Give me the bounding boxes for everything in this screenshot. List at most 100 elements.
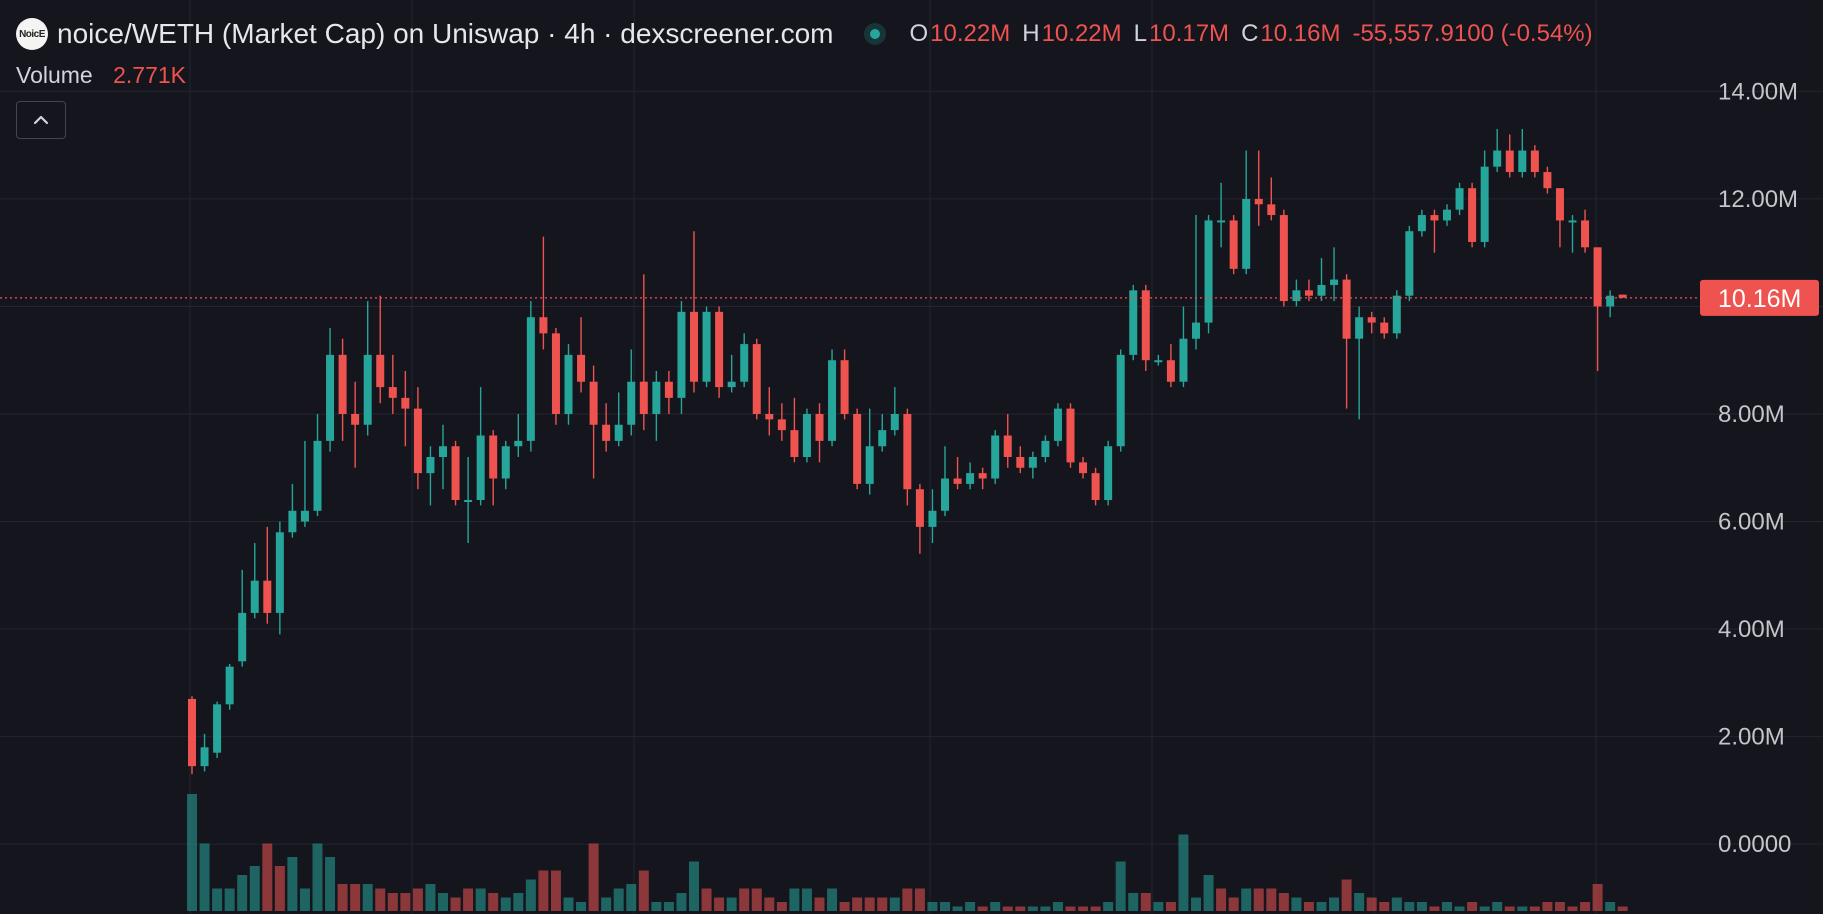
volume-bar bbox=[1341, 879, 1352, 911]
volume-bar bbox=[1065, 906, 1076, 911]
volume-bar bbox=[1429, 906, 1440, 911]
volume-bar bbox=[1015, 906, 1026, 911]
volume-bar bbox=[1216, 888, 1227, 911]
candle-body bbox=[664, 381, 673, 398]
candle-body bbox=[300, 510, 309, 522]
candle-body bbox=[1555, 188, 1564, 221]
volume-bar bbox=[1442, 902, 1452, 911]
candle-body bbox=[1342, 279, 1351, 339]
volume-bar bbox=[1354, 893, 1365, 911]
candle-body bbox=[1066, 408, 1075, 463]
open-label: O bbox=[909, 20, 929, 47]
volume-bar bbox=[1090, 906, 1101, 911]
volume-bar bbox=[751, 888, 762, 911]
chart-header: NoicE noice/WETH (Market Cap) on Uniswap… bbox=[16, 16, 1593, 52]
candle-body bbox=[727, 381, 736, 388]
volume-bar bbox=[726, 897, 737, 911]
volume-bar bbox=[626, 884, 637, 911]
candle-body bbox=[1493, 150, 1502, 167]
candle-body bbox=[1154, 360, 1163, 363]
candle-body bbox=[1041, 440, 1050, 457]
candle-body bbox=[1568, 220, 1577, 223]
volume-bar bbox=[1291, 897, 1302, 911]
candle-body bbox=[1518, 150, 1527, 173]
candle-body bbox=[1581, 220, 1590, 248]
candle-body bbox=[1016, 457, 1025, 468]
volume-bar bbox=[1191, 897, 1201, 911]
volume-bar bbox=[852, 897, 863, 911]
candle-body bbox=[715, 311, 724, 388]
candle-body bbox=[966, 473, 975, 484]
candle-body bbox=[1380, 322, 1389, 334]
candle-body bbox=[1279, 215, 1288, 302]
candle-body bbox=[526, 317, 535, 441]
volume-bar bbox=[1153, 902, 1164, 911]
volume-bar bbox=[1078, 906, 1089, 911]
candle-body bbox=[1053, 408, 1062, 441]
candle-body bbox=[200, 747, 209, 767]
volume-bar bbox=[977, 906, 988, 911]
candle-body bbox=[752, 344, 761, 414]
collapse-legend-button[interactable] bbox=[16, 101, 66, 139]
volume-bar bbox=[1040, 906, 1051, 911]
candle-body bbox=[564, 354, 573, 414]
candle-body bbox=[1079, 462, 1088, 474]
volume-bar bbox=[1178, 834, 1189, 911]
candle-body bbox=[250, 580, 259, 613]
volume-bar bbox=[1316, 902, 1327, 911]
volume-bar bbox=[714, 897, 725, 911]
candle-body bbox=[1003, 435, 1012, 457]
volume-bar bbox=[187, 794, 197, 911]
volume-bar bbox=[965, 902, 976, 911]
current-price-tag bbox=[1700, 279, 1819, 316]
volume-bar bbox=[1203, 875, 1214, 911]
candle-body bbox=[401, 397, 410, 409]
candle-body bbox=[652, 381, 661, 414]
volume-bar bbox=[990, 902, 1001, 911]
volume-bar bbox=[1241, 888, 1252, 911]
candle-body bbox=[1417, 215, 1426, 232]
candle-body bbox=[740, 344, 749, 382]
candle-body bbox=[501, 446, 510, 479]
volume-bar bbox=[739, 888, 750, 911]
volume-bar bbox=[902, 888, 913, 911]
volume-bar bbox=[801, 888, 812, 911]
candle-body bbox=[1179, 338, 1188, 382]
volume-bar bbox=[927, 902, 938, 911]
y-axis-tick-label: 6.00M bbox=[1718, 509, 1785, 536]
volume-value: 2.771K bbox=[113, 62, 187, 88]
volume-bar bbox=[262, 843, 273, 911]
volume-bar bbox=[1404, 902, 1415, 911]
volume-bar bbox=[1103, 902, 1114, 911]
volume-bar bbox=[563, 897, 574, 911]
volume-bar bbox=[525, 879, 536, 911]
volume-bar bbox=[1228, 897, 1239, 911]
candles bbox=[188, 129, 1627, 775]
volume-bar bbox=[701, 888, 712, 911]
candle-body bbox=[1543, 172, 1552, 189]
candle-body bbox=[1355, 317, 1364, 339]
candle-body bbox=[363, 354, 372, 425]
volume-bar bbox=[827, 888, 838, 911]
volume-bar bbox=[538, 870, 549, 911]
candle-body bbox=[865, 446, 874, 484]
volume-bar bbox=[450, 897, 461, 911]
candle-body bbox=[1104, 446, 1113, 501]
candle-body bbox=[1091, 473, 1100, 501]
change-value: -55,557.9100 (-0.54%) bbox=[1352, 20, 1593, 47]
candle-body bbox=[489, 435, 498, 479]
candle-body bbox=[1405, 231, 1414, 296]
chevron-up-icon bbox=[33, 115, 49, 125]
volume-bar bbox=[1592, 884, 1603, 911]
candle-body bbox=[614, 424, 623, 441]
candle-body bbox=[225, 666, 234, 705]
candle-body bbox=[1267, 204, 1276, 216]
volume-bar bbox=[689, 861, 699, 911]
candle-body bbox=[602, 424, 611, 441]
candle-body bbox=[765, 413, 774, 420]
volume-bar bbox=[1479, 906, 1490, 911]
candle-body bbox=[451, 446, 460, 501]
volume-bar bbox=[1253, 888, 1264, 911]
candle-body bbox=[1593, 247, 1602, 307]
